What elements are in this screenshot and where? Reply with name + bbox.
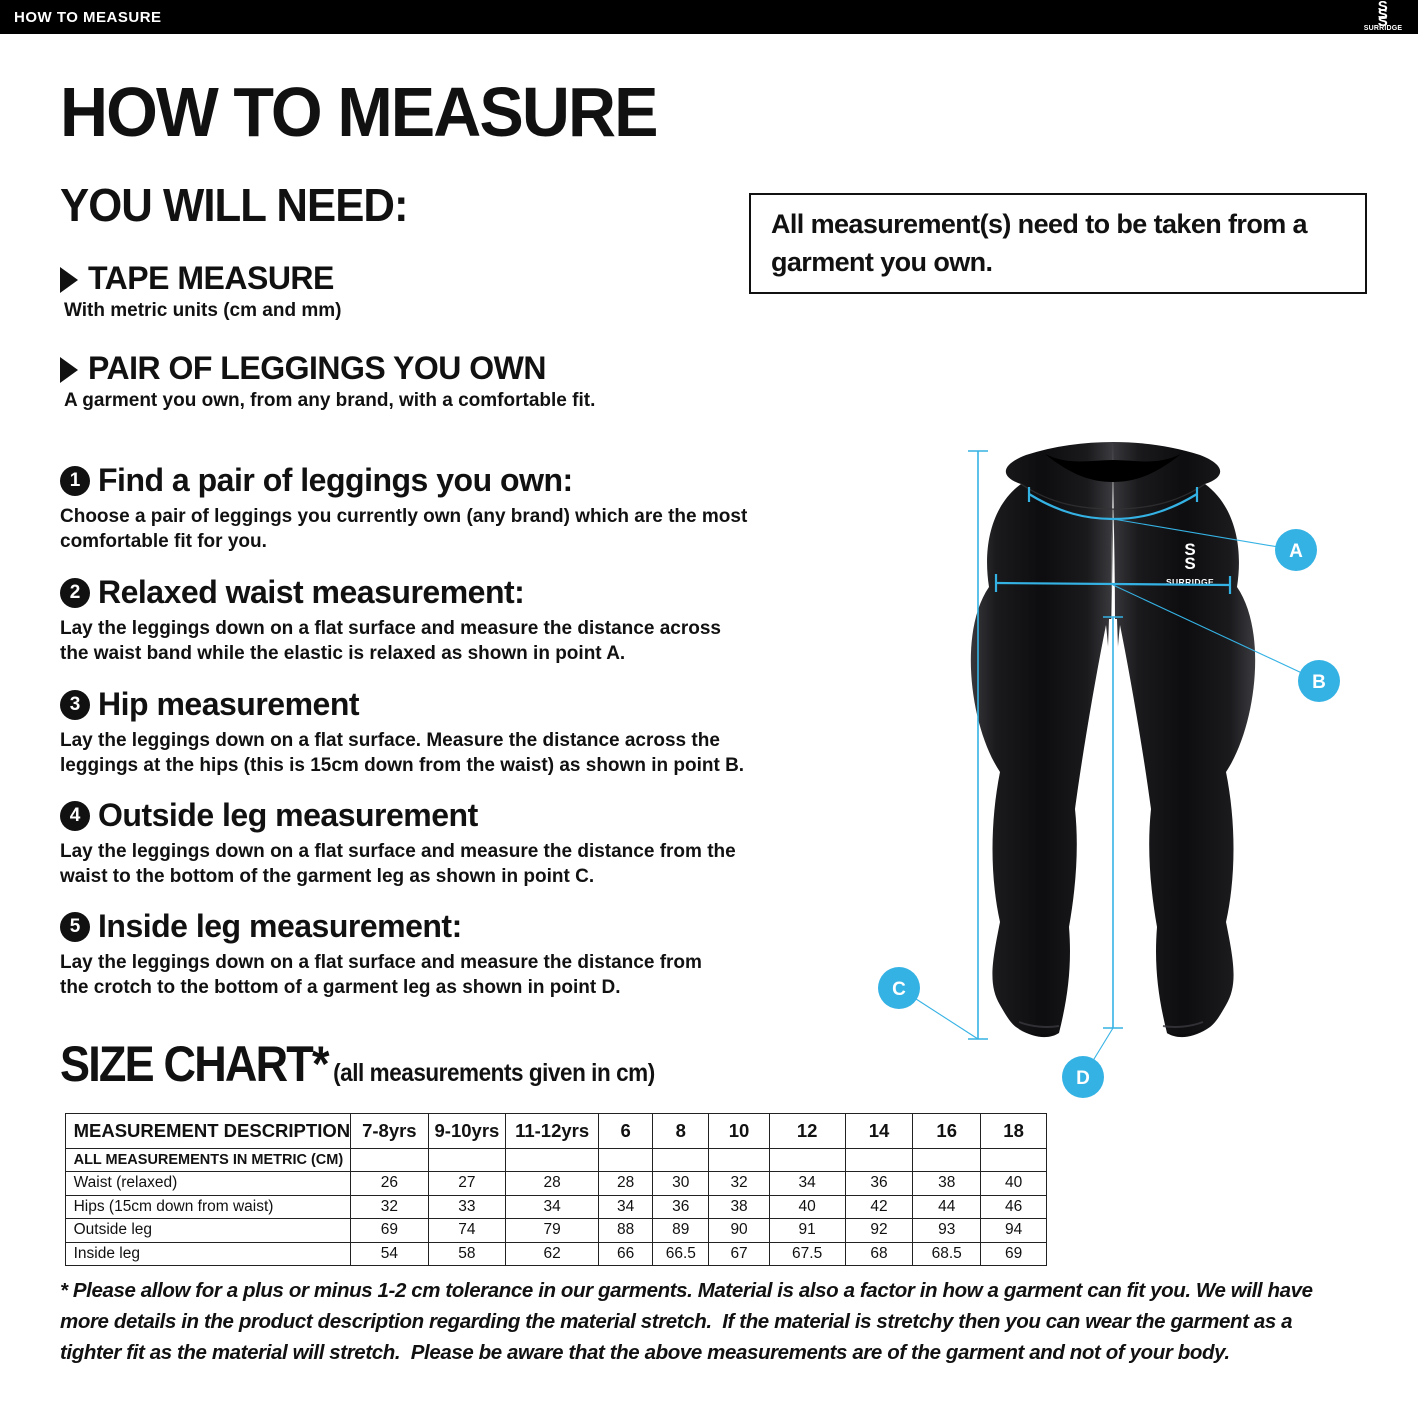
svg-text:C: C [892, 979, 906, 1000]
svg-text:A: A [1289, 541, 1303, 562]
svg-text:D: D [1076, 1068, 1090, 1089]
svg-text:B: B [1312, 672, 1326, 693]
svg-text:S: S [1184, 554, 1195, 573]
